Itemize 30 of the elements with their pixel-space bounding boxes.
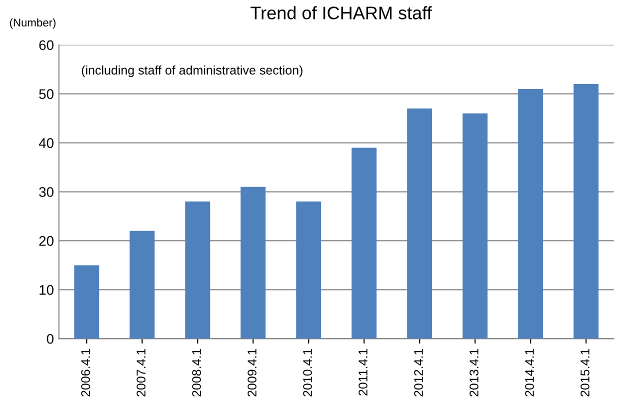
bar <box>518 88 544 339</box>
bar <box>352 148 377 339</box>
bar <box>185 202 210 339</box>
x-tick-label: 2006.4.1 <box>81 348 90 396</box>
y-tick-label: 10 <box>40 285 54 295</box>
x-tick-label: 2015.4.1 <box>580 348 590 396</box>
bar <box>296 202 322 339</box>
x-tick-label: 2008.4.1 <box>192 348 201 396</box>
y-tick-label: 30 <box>39 187 54 197</box>
bar <box>240 186 266 339</box>
bar <box>574 84 599 339</box>
y-tick-label: 50 <box>39 89 54 100</box>
x-tick-label: 2013.4.1 <box>470 348 478 396</box>
bar <box>407 108 432 339</box>
y-tick-label: 0 <box>46 334 54 344</box>
bar <box>462 113 488 339</box>
y-tick-label: 20 <box>39 236 54 246</box>
x-tick-label: 2011.4.1 <box>358 348 368 396</box>
x-tick-label: 2010.4.1 <box>303 348 312 396</box>
annotation: (including staff of administrative section) <box>82 65 302 78</box>
x-tick-label: 2014.4.1 <box>525 348 534 396</box>
y-axis-title: (Number) <box>10 18 56 29</box>
bar <box>130 230 155 339</box>
bar <box>74 265 100 339</box>
chart-title: Trend of ICHARM staff <box>250 6 432 20</box>
x-tick-label: 2012.4.1 <box>414 348 423 396</box>
x-tick-label: 2007.4.1 <box>136 348 146 396</box>
y-tick-label: 60 <box>39 40 54 50</box>
x-tick-label: 2009.4.1 <box>248 348 256 396</box>
y-tick-label: 40 <box>38 138 54 148</box>
